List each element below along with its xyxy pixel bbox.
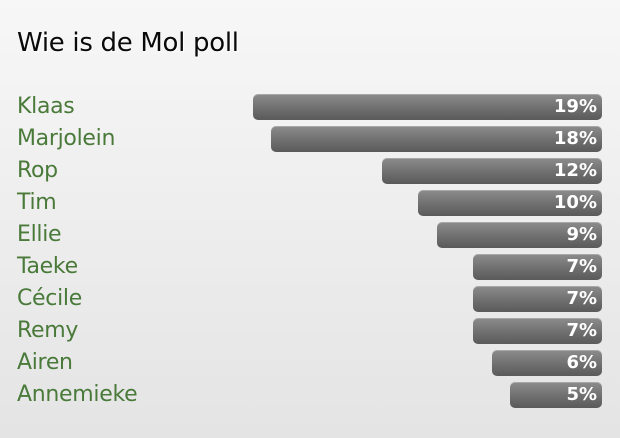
bar-value-label: 19% — [553, 96, 597, 117]
bar-category-label: Remy — [17, 318, 79, 343]
bar-value-label: 10% — [553, 192, 597, 213]
bar-value-label: 5% — [566, 384, 597, 405]
bar: 5% — [510, 382, 602, 408]
chart-title: Wie is de Mol poll — [17, 28, 239, 58]
bar-category-label: Taeke — [17, 254, 78, 279]
bar: 19% — [253, 94, 602, 120]
bar-value-label: 7% — [566, 256, 597, 277]
bar-row: Ellie 9% — [0, 219, 620, 251]
bar-row: Tim 10% — [0, 187, 620, 219]
bar-row: Klaas 19% — [0, 91, 620, 123]
bar-category-label: Klaas — [17, 94, 75, 119]
bar-row: Marjolein 18% — [0, 123, 620, 155]
bar-value-label: 9% — [566, 224, 597, 245]
bar-value-label: 7% — [566, 288, 597, 309]
bar-row: Airen 6% — [0, 347, 620, 379]
bar-row: Annemieke 5% — [0, 379, 620, 411]
bar-category-label: Annemieke — [17, 382, 138, 407]
bar: 9% — [437, 222, 602, 248]
bar-category-label: Ellie — [17, 222, 62, 247]
bar-row: Taeke 7% — [0, 251, 620, 283]
bar: 7% — [473, 254, 602, 280]
bar-category-label: Cécile — [17, 286, 82, 311]
bar-row: Remy 7% — [0, 315, 620, 347]
bar: 6% — [492, 350, 602, 376]
bar-value-label: 12% — [553, 160, 597, 181]
bar: 12% — [382, 158, 602, 184]
bar-category-label: Rop — [17, 158, 58, 183]
bar: 7% — [473, 318, 602, 344]
bar: 10% — [418, 190, 602, 216]
bar-row: Cécile 7% — [0, 283, 620, 315]
bar-category-label: Marjolein — [17, 126, 116, 151]
bar: 7% — [473, 286, 602, 312]
bar-value-label: 7% — [566, 320, 597, 341]
bar: 18% — [271, 126, 602, 152]
bar-category-label: Airen — [17, 350, 73, 375]
bar-row: Rop 12% — [0, 155, 620, 187]
bar-value-label: 18% — [553, 128, 597, 149]
bar-value-label: 6% — [566, 352, 597, 373]
bar-category-label: Tim — [17, 190, 57, 215]
